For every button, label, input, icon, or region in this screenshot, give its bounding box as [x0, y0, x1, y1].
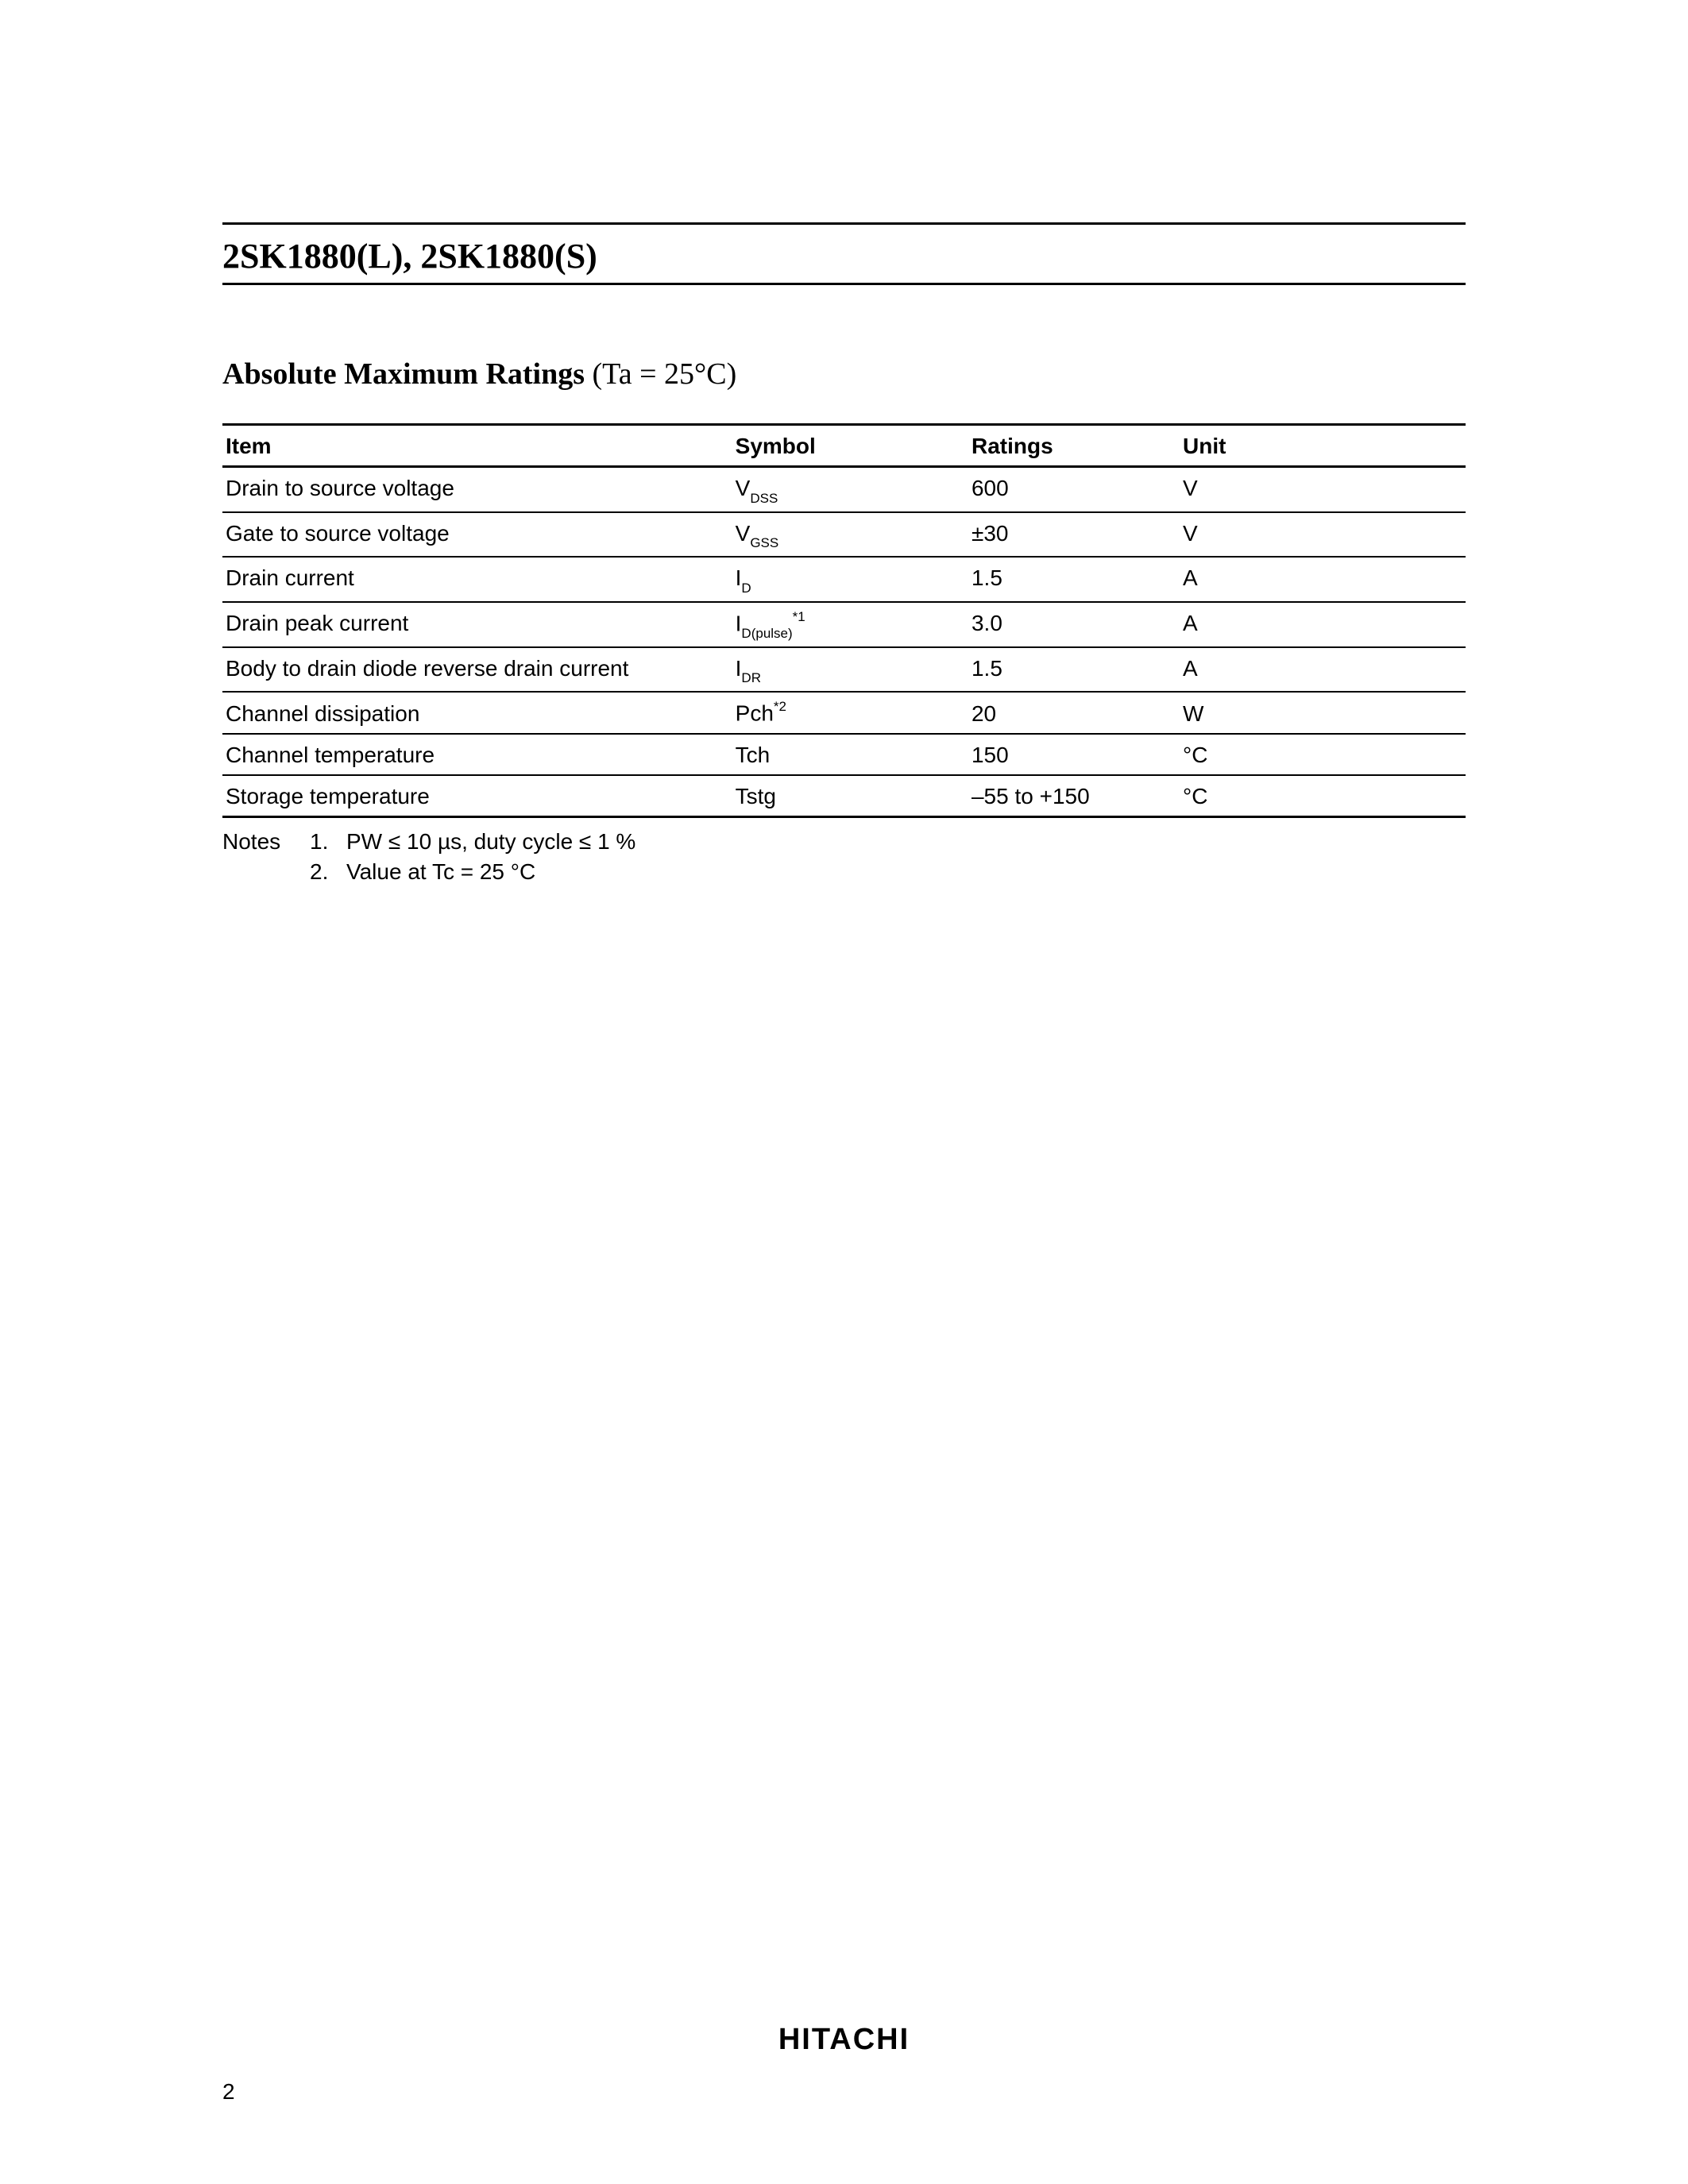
cell-symbol: Pch*2 — [732, 692, 968, 733]
notes-label-spacer — [222, 859, 310, 885]
cell-unit: A — [1180, 647, 1466, 693]
table-header-row: Item Symbol Ratings Unit — [222, 425, 1466, 467]
cell-item: Storage temperature — [222, 775, 732, 817]
note-text: Value at Tc = 25 °C — [346, 859, 535, 885]
symbol-subscript: GSS — [750, 535, 778, 550]
cell-symbol: Tch — [732, 734, 968, 775]
cell-rating: 600 — [968, 467, 1180, 512]
symbol-subscript: DR — [741, 670, 761, 685]
cell-rating: 150 — [968, 734, 1180, 775]
table-row: Drain currentID1.5A — [222, 557, 1466, 602]
symbol-superscript: *1 — [793, 609, 805, 624]
cell-item: Channel temperature — [222, 734, 732, 775]
cell-unit: V — [1180, 467, 1466, 512]
col-header-symbol: Symbol — [732, 425, 968, 467]
cell-unit: W — [1180, 692, 1466, 733]
page-number: 2 — [222, 2079, 235, 2105]
symbol-main: Tstg — [736, 784, 776, 808]
symbol-main: V — [736, 521, 751, 546]
cell-rating: 20 — [968, 692, 1180, 733]
cell-item: Channel dissipation — [222, 692, 732, 733]
symbol-subscript: D(pulse) — [741, 626, 792, 641]
cell-symbol: IDR — [732, 647, 968, 693]
symbol-main: Tch — [736, 743, 771, 767]
datasheet-page: 2SK1880(L), 2SK1880(S) Absolute Maximum … — [0, 0, 1688, 2184]
cell-rating: 3.0 — [968, 602, 1180, 647]
notes-label: Notes — [222, 829, 310, 855]
cell-rating: –55 to +150 — [968, 775, 1180, 817]
symbol-main: Pch — [736, 701, 774, 726]
ratings-table: Item Symbol Ratings Unit Drain to source… — [222, 423, 1466, 818]
footer-brand: HITACHI — [0, 2023, 1688, 2057]
cell-item: Drain current — [222, 557, 732, 602]
note-line: 2. Value at Tc = 25 °C — [222, 859, 1466, 885]
cell-rating: 1.5 — [968, 647, 1180, 693]
cell-rating: ±30 — [968, 512, 1180, 558]
note-text: PW ≤ 10 µs, duty cycle ≤ 1 % — [346, 829, 635, 855]
section-title-condition: (Ta = 25°C) — [585, 357, 736, 391]
cell-unit: V — [1180, 512, 1466, 558]
cell-item: Drain to source voltage — [222, 467, 732, 512]
cell-item: Gate to source voltage — [222, 512, 732, 558]
table-row: Gate to source voltageVGSS±30V — [222, 512, 1466, 558]
note-number: 1. — [310, 829, 346, 855]
cell-unit: A — [1180, 602, 1466, 647]
cell-unit: A — [1180, 557, 1466, 602]
section-title-bold: Absolute Maximum Ratings — [222, 357, 585, 391]
table-row: Channel dissipationPch*220W — [222, 692, 1466, 733]
table-row: Storage temperatureTstg –55 to +150°C — [222, 775, 1466, 817]
col-header-unit: Unit — [1180, 425, 1466, 467]
cell-symbol: VGSS — [732, 512, 968, 558]
symbol-superscript: *2 — [774, 699, 786, 714]
symbol-subscript: DSS — [750, 491, 778, 506]
note-number: 2. — [310, 859, 346, 885]
col-header-ratings: Ratings — [968, 425, 1180, 467]
cell-symbol: ID(pulse)*1 — [732, 602, 968, 647]
note-line: Notes 1. PW ≤ 10 µs, duty cycle ≤ 1 % — [222, 829, 1466, 855]
col-header-item: Item — [222, 425, 732, 467]
section-title: Absolute Maximum Ratings (Ta = 25°C) — [222, 357, 1466, 392]
cell-symbol: ID — [732, 557, 968, 602]
cell-symbol: Tstg — [732, 775, 968, 817]
part-number-title: 2SK1880(L), 2SK1880(S) — [222, 236, 1466, 285]
table-row: Body to drain diode reverse drain curren… — [222, 647, 1466, 693]
cell-item: Drain peak current — [222, 602, 732, 647]
table-row: Drain peak currentID(pulse)*13.0A — [222, 602, 1466, 647]
cell-rating: 1.5 — [968, 557, 1180, 602]
table-row: Channel temperatureTch 150°C — [222, 734, 1466, 775]
symbol-subscript: D — [741, 581, 751, 596]
cell-item: Body to drain diode reverse drain curren… — [222, 647, 732, 693]
symbol-main: V — [736, 476, 751, 500]
cell-symbol: VDSS — [732, 467, 968, 512]
cell-unit: °C — [1180, 775, 1466, 817]
cell-unit: °C — [1180, 734, 1466, 775]
notes-block: Notes 1. PW ≤ 10 µs, duty cycle ≤ 1 % 2.… — [222, 829, 1466, 885]
header-top-rule — [222, 222, 1466, 225]
table-row: Drain to source voltageVDSS600V — [222, 467, 1466, 512]
